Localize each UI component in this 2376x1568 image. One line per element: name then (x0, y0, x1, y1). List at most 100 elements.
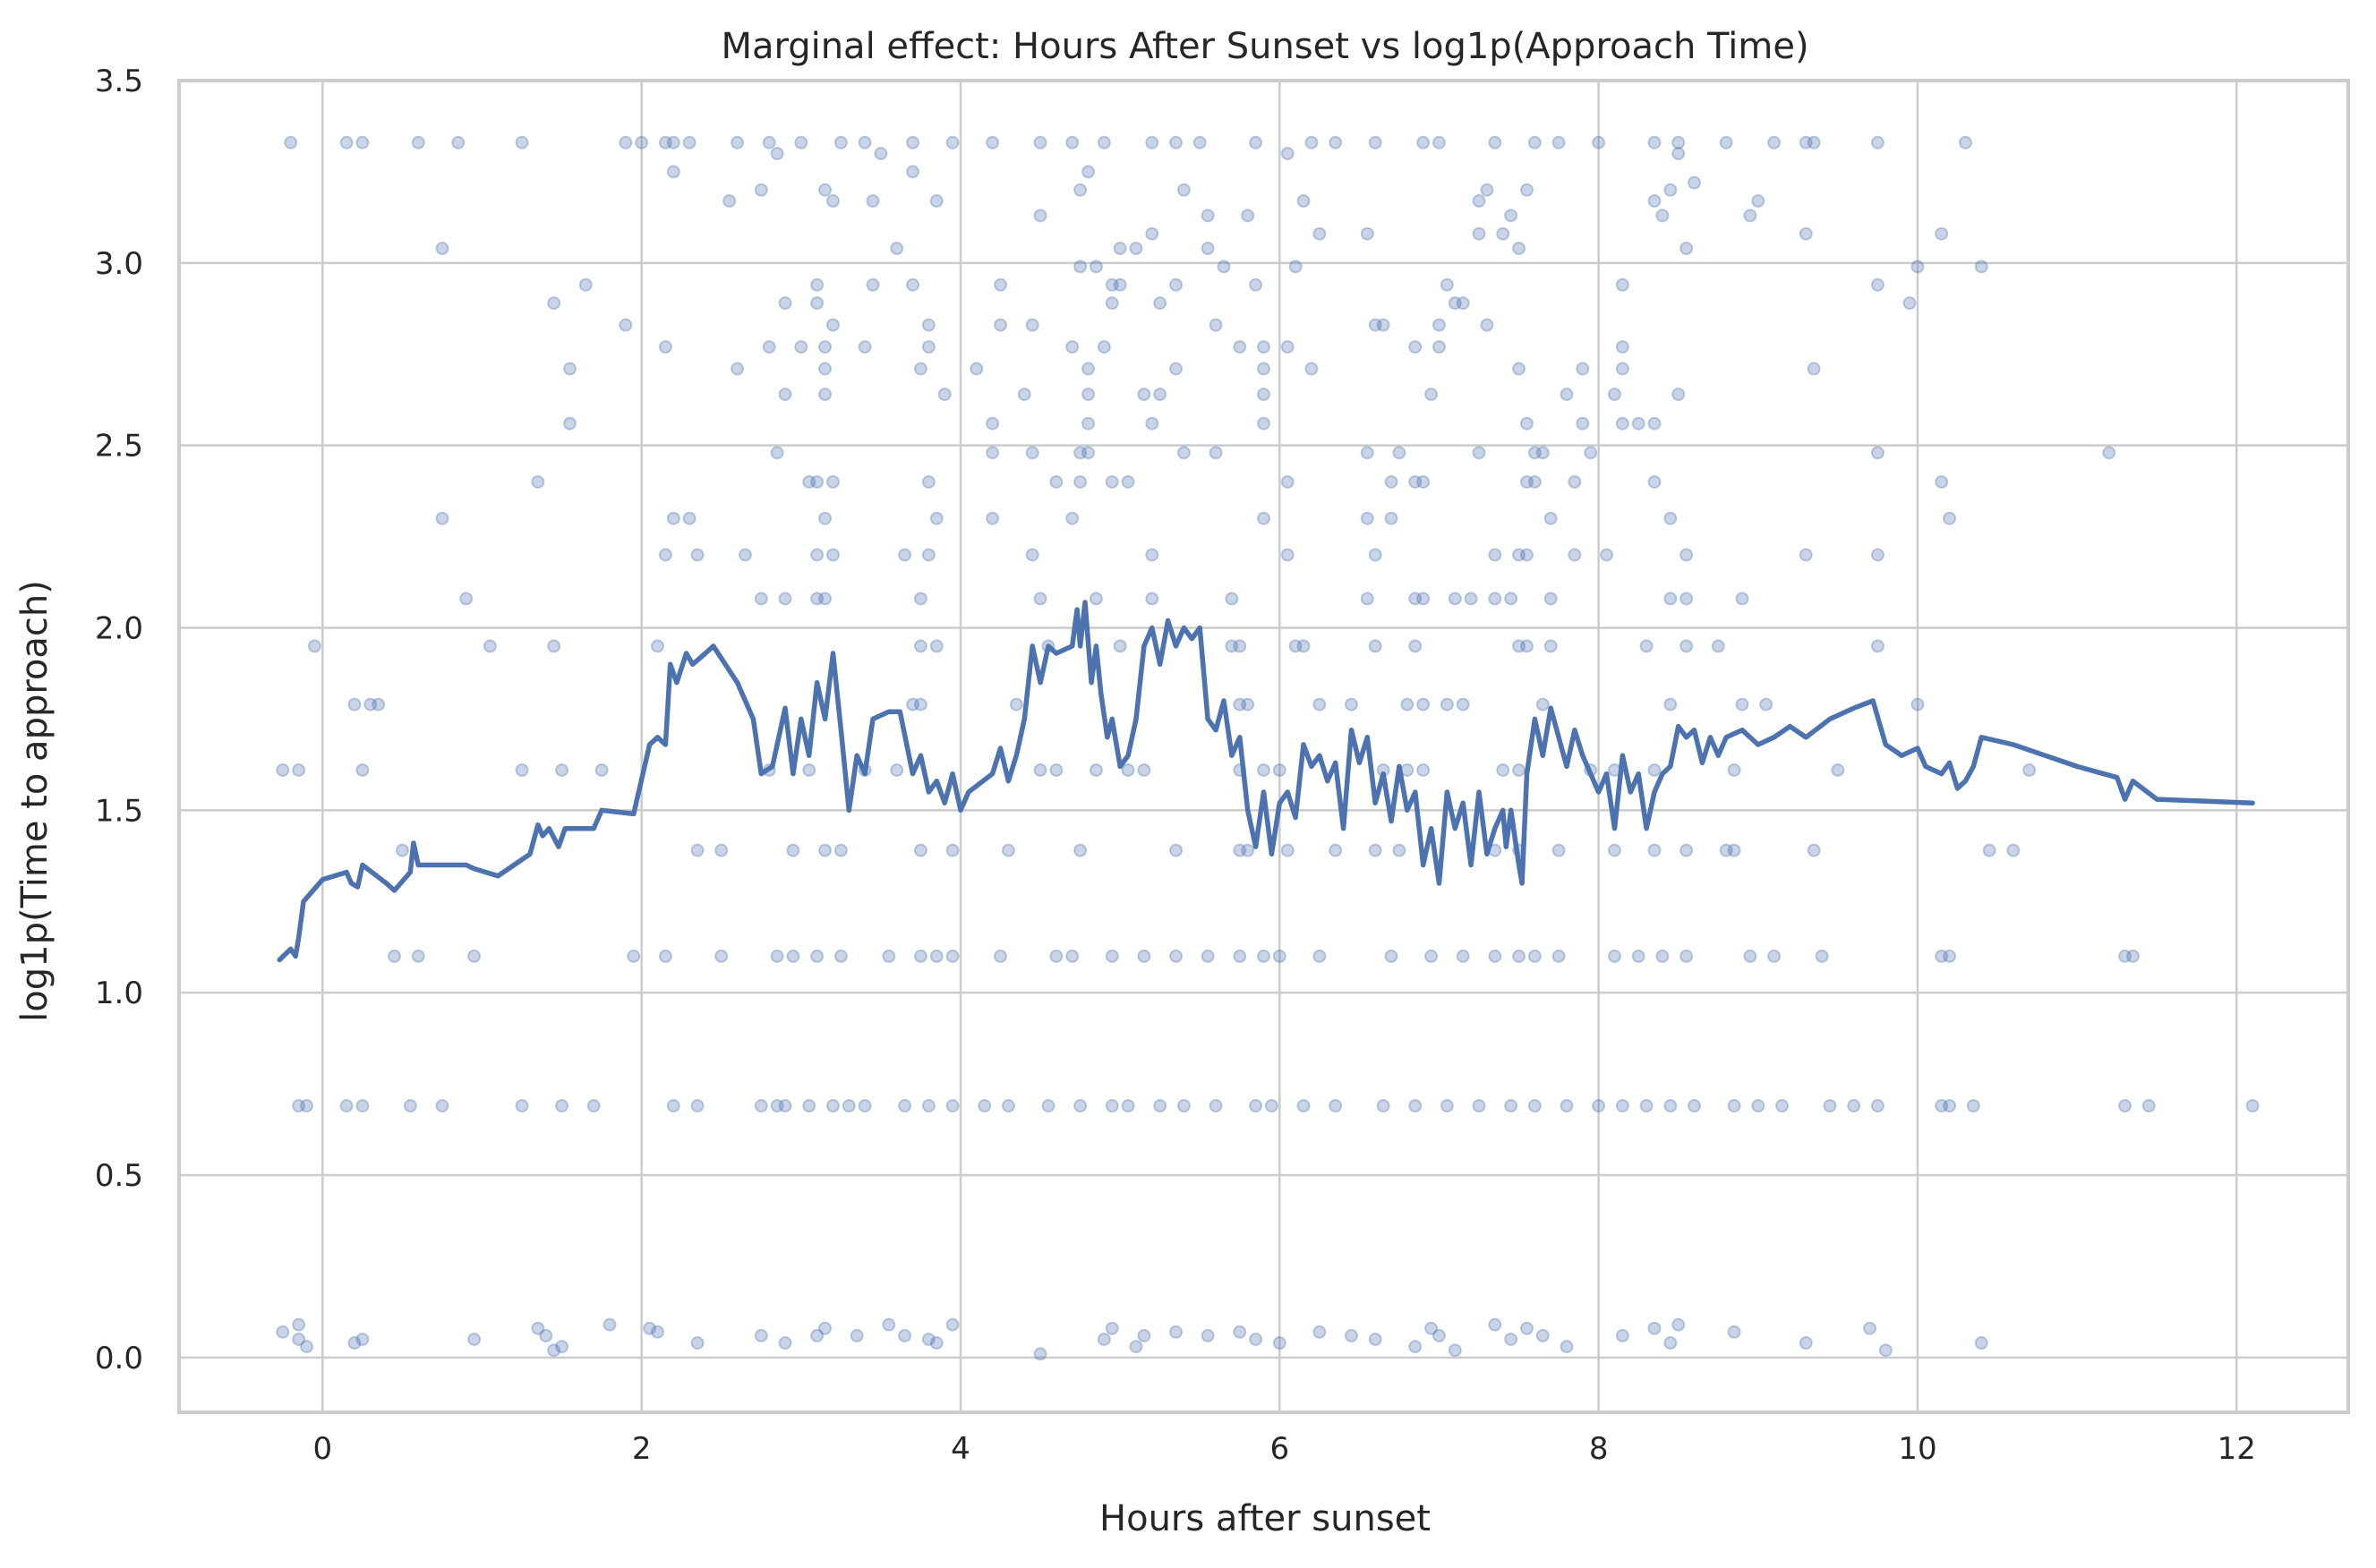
scatter-point (1488, 548, 1502, 562)
scatter-point (555, 1340, 569, 1354)
scatter-point (1033, 763, 1047, 777)
scatter-point (1408, 474, 1423, 489)
scatter-point (1312, 1325, 1327, 1339)
scatter-point (1073, 1099, 1088, 1113)
scatter-point (1870, 548, 1885, 562)
scatter-point (1615, 277, 1629, 292)
scatter-point (1065, 340, 1080, 354)
scatter-point (1870, 277, 1885, 292)
scatter-point (1192, 135, 1207, 149)
scatter-point (833, 843, 848, 857)
scatter-point (1272, 1336, 1286, 1351)
scatter-point (1663, 511, 1678, 525)
scatter-point (459, 592, 474, 606)
scatter-point (1241, 843, 1255, 857)
scatter-point (794, 340, 808, 354)
scatter-point (1169, 949, 1184, 963)
grid-lines (179, 79, 2348, 1412)
scatter-point (666, 1099, 680, 1113)
scatter-point (1368, 639, 1382, 653)
scatter-point (1392, 446, 1406, 460)
scatter-point (1233, 639, 1247, 653)
scatter-point (1519, 416, 1534, 430)
scatter-point (1129, 242, 1143, 256)
scatter-point (1735, 697, 1749, 712)
scatter-point (363, 697, 378, 712)
scatter-point (1679, 949, 1694, 963)
scatter-point (1368, 135, 1382, 149)
scatter-point (650, 1325, 664, 1339)
scatter-point (1209, 1099, 1223, 1113)
scatter-point (1408, 639, 1423, 653)
scatter-point (300, 1099, 314, 1113)
scatter-point (347, 1336, 362, 1351)
scatter-point (435, 242, 449, 256)
scatter-point (921, 548, 936, 562)
scatter-point (1663, 183, 1678, 197)
scatter-point (810, 277, 825, 292)
scatter-point (1408, 592, 1423, 606)
scatter-point (1209, 318, 1223, 332)
scatter-point (786, 843, 800, 857)
scatter-point (1615, 1099, 1629, 1113)
scatter-point (1943, 511, 1957, 525)
scatter-point (994, 949, 1008, 963)
scatter-point (403, 1099, 417, 1113)
scatter-point (1823, 1099, 1837, 1113)
scatter-point (1089, 763, 1103, 777)
scatter-point (986, 135, 1000, 149)
scatter-point (882, 949, 896, 963)
scatter-point (1272, 949, 1286, 963)
scatter-points (276, 135, 2260, 1361)
scatter-point (722, 194, 737, 209)
scatter-point (1249, 277, 1263, 292)
scatter-point (945, 135, 960, 149)
scatter-point (945, 843, 960, 857)
scatter-point (1432, 340, 1446, 354)
scatter-point (714, 949, 729, 963)
scatter-point (1025, 446, 1039, 460)
scatter-point (1519, 548, 1534, 562)
scatter-point (1073, 843, 1088, 857)
scatter-point (778, 1099, 792, 1113)
scatter-point (1217, 260, 1231, 274)
y-tick-label: 2.5 (95, 429, 143, 464)
scatter-point (547, 296, 561, 311)
scatter-point (1679, 843, 1694, 857)
scatter-point (1863, 1321, 1877, 1335)
scatter-point (1073, 260, 1088, 274)
scatter-point (1671, 147, 1686, 161)
scatter-point (1368, 843, 1382, 857)
scatter-point (762, 340, 776, 354)
scatter-point (1639, 1099, 1654, 1113)
scatter-point (1488, 949, 1502, 963)
scatter-point (1551, 843, 1566, 857)
scatter-point (818, 1321, 833, 1335)
scatter-point (921, 1332, 936, 1346)
scatter-point (1688, 175, 1702, 190)
scatter-point (539, 1328, 553, 1342)
scatter-point (1639, 639, 1654, 653)
scatter-point (898, 548, 912, 562)
scatter-point (1504, 592, 1518, 606)
scatter-point (1105, 474, 1119, 489)
scatter-point (1870, 639, 1885, 653)
x-tick-label: 6 (1269, 1431, 1289, 1467)
scatter-point (1065, 135, 1080, 149)
scatter-point (1033, 209, 1047, 223)
scatter-point (1576, 416, 1590, 430)
scatter-point (1655, 949, 1670, 963)
scatter-point (1360, 511, 1374, 525)
scatter-point (810, 1328, 825, 1342)
scatter-point (435, 511, 449, 525)
scatter-point (1527, 474, 1542, 489)
scatter-point (300, 1340, 314, 1354)
scatter-point (1344, 697, 1358, 712)
scatter-point (666, 135, 680, 149)
scatter-point (1958, 135, 1972, 149)
scatter-point (1368, 548, 1382, 562)
scatter-point (1257, 416, 1270, 430)
x-tick-label: 0 (313, 1431, 333, 1467)
scatter-point (1081, 388, 1096, 402)
scatter-point (1974, 260, 1988, 274)
